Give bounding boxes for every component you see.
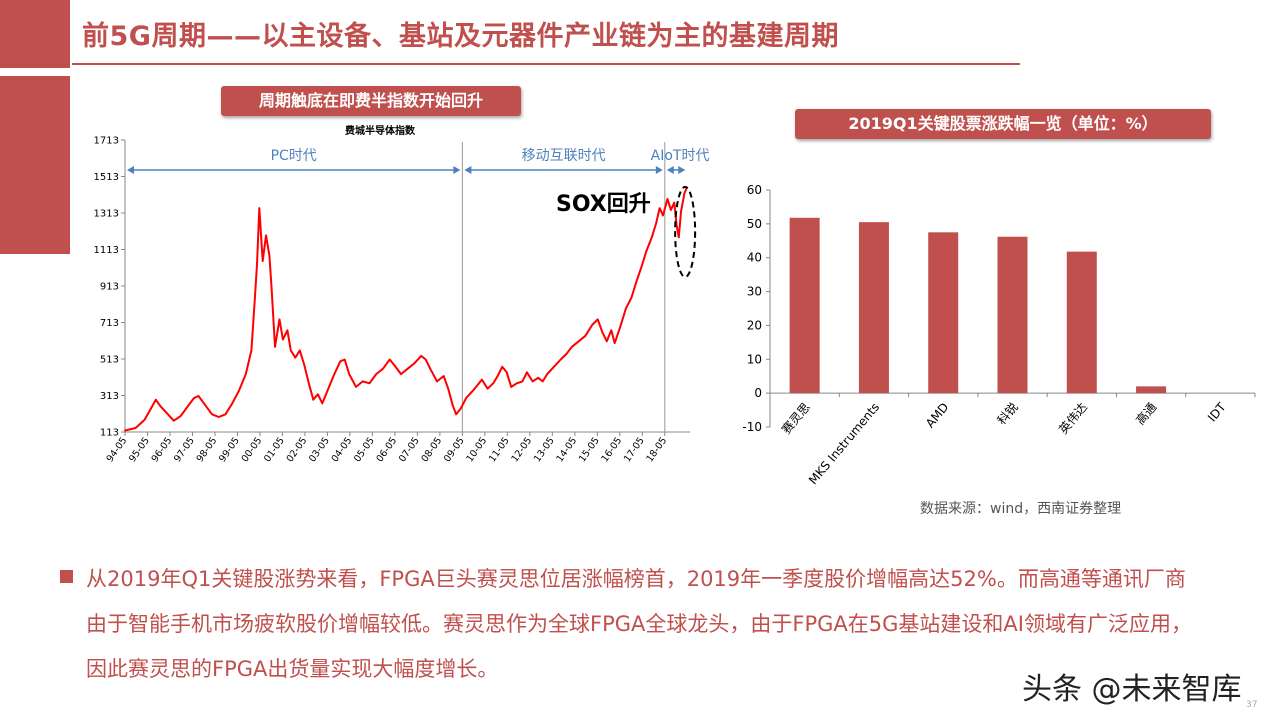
x-tick-label: 10-05 [464, 435, 489, 464]
y-tick-label: 1113 [94, 245, 119, 256]
bar [858, 222, 889, 394]
y-tick-label: 20 [747, 318, 762, 332]
title-divider [72, 63, 1020, 65]
y-tick-label: 913 [100, 282, 119, 293]
y-tick-label: 1313 [94, 209, 119, 220]
x-tick-label: 12-05 [509, 435, 534, 464]
y-tick-label: 313 [100, 391, 119, 402]
watermark: 头条 @未来智库 [1022, 672, 1242, 707]
x-tick-label: 03-05 [307, 435, 332, 464]
era-arrow-head [678, 166, 686, 174]
era-arrow-head [127, 166, 134, 174]
x-tick-label: 95-05 [127, 435, 152, 464]
x-tick-label: 97-05 [172, 435, 197, 464]
sox-rebound-label: SOX回升 [556, 192, 651, 217]
x-tick-label: 04-05 [330, 435, 355, 464]
category-label: MKS Instruments [806, 400, 882, 487]
category-label: 英伟达 [1056, 400, 1090, 437]
y-tick-label: 113 [100, 428, 119, 439]
sox-line-chart: 费城半导体指数 113 313 513 713 913 1113 1313 1513 1713 94… [94, 124, 710, 464]
y-tick-label: 30 [747, 285, 762, 299]
bar [1136, 386, 1167, 394]
x-tick-label: 09-05 [442, 435, 467, 464]
y-tick-label: 50 [747, 217, 762, 231]
era-arrow-head [464, 166, 472, 174]
y-tick-label: 40 [747, 251, 762, 265]
x-tick-label: 02-05 [285, 435, 310, 464]
y-tick-label: 1513 [94, 172, 119, 183]
accent-bar-top [0, 0, 70, 68]
y-tick-label: -10 [742, 420, 762, 434]
line-chart-caption: 周期触底在即费半指数开始回升 [221, 86, 521, 116]
x-tick-label: 05-05 [352, 435, 377, 464]
y-tick-label: 513 [100, 355, 119, 366]
data-source: 数据来源：wind，西南证券整理 [920, 501, 1122, 517]
category-label: AMD [923, 400, 952, 430]
page-number: 37 [1246, 700, 1258, 710]
y-tick-label: 0 [754, 386, 762, 400]
era-label: AIoT时代 [651, 148, 710, 164]
x-tick-label: 96-05 [150, 435, 175, 464]
category-label: 科锐 [995, 400, 1021, 427]
page-title: 前5G周期——以主设备、基站及元器件产业链为主的基建周期 [82, 21, 839, 52]
y-tick-label: 1713 [94, 136, 119, 147]
x-tick-label: 99-05 [217, 435, 242, 464]
sox-line [124, 187, 688, 432]
summary-paragraph: 从2019年Q1关键股涨势来看，FPGA巨头赛灵思位居涨幅榜首，2019年一季度… [86, 567, 1192, 681]
category-label: IDT [1205, 400, 1229, 425]
chart-title: 费城半导体指数 [345, 124, 416, 137]
era-label: 移动互联时代 [522, 148, 606, 164]
x-tick-label: 98-05 [195, 435, 220, 464]
x-tick-label: 07-05 [397, 435, 422, 464]
x-tick-label: 01-05 [262, 435, 287, 464]
y-tick-label: 713 [100, 318, 119, 329]
x-tick-label: 16-05 [599, 435, 624, 464]
x-tick-label: 00-05 [240, 435, 265, 464]
bar [928, 232, 959, 394]
accent-bar-side [0, 76, 70, 254]
era-arrow-head [666, 166, 674, 174]
bar-chart-caption: 2019Q1关键股票涨跌幅一览（单位：%） [795, 109, 1211, 139]
rebound-highlight [674, 185, 697, 278]
x-tick-label: 14-05 [554, 435, 579, 464]
era-arrow-head [453, 166, 461, 174]
y-tick-label: 10 [747, 352, 762, 366]
x-tick-label: 17-05 [622, 435, 647, 464]
x-tick-label: 15-05 [577, 435, 602, 464]
y-tick-label: 60 [747, 183, 762, 197]
era-label: PC时代 [271, 148, 317, 164]
category-label: 赛灵思 [778, 399, 813, 436]
category-label: 高通 [1132, 399, 1159, 427]
x-tick-label: 18-05 [644, 435, 669, 464]
bar [997, 236, 1028, 394]
bullet-marker [60, 570, 73, 583]
x-tick-label: 11-05 [487, 435, 512, 464]
era-arrow-head [655, 166, 663, 174]
x-tick-label: 06-05 [375, 435, 400, 464]
bar [1066, 251, 1097, 394]
bar [789, 217, 820, 394]
x-tick-label: 94-05 [105, 435, 130, 464]
x-tick-label: 13-05 [532, 435, 557, 464]
x-tick-label: 08-05 [419, 435, 444, 464]
